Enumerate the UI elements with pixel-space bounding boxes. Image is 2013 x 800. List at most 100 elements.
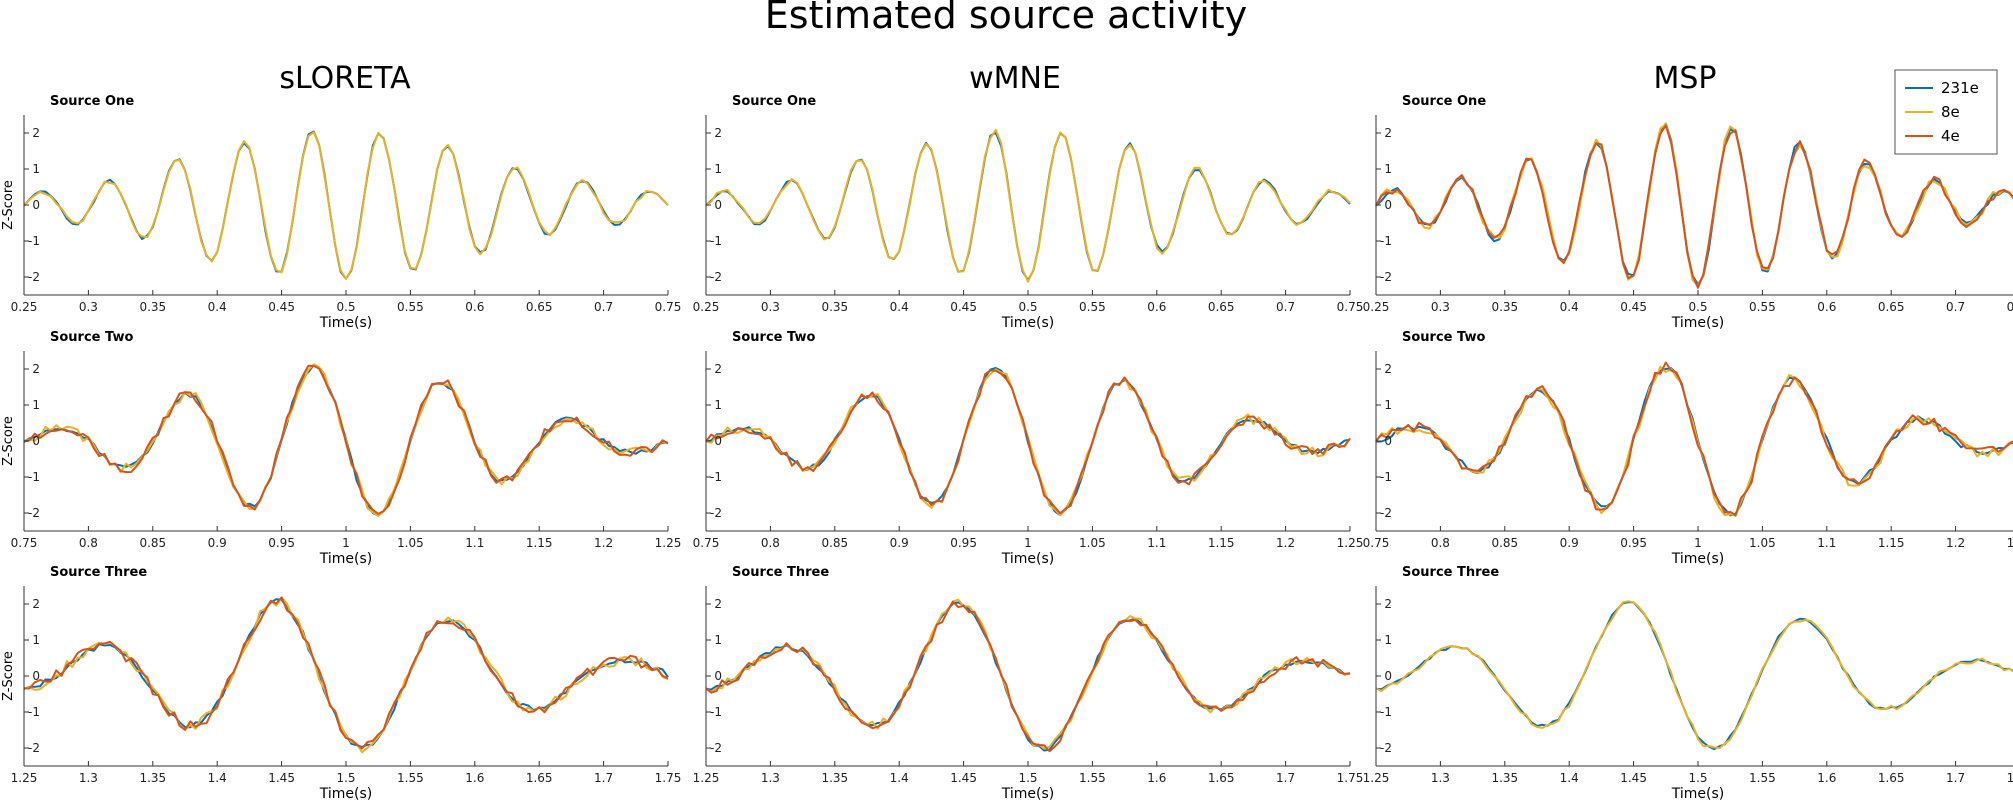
panel-title: Source Two [50, 330, 133, 345]
series-line-4e [1375, 361, 2013, 517]
x-tick-label: 1.25 [655, 536, 682, 550]
x-tick-label: 0.75 [11, 536, 38, 550]
x-tick-label: 1.35 [1491, 771, 1518, 785]
x-tick-label: 0.55 [1079, 300, 1106, 314]
x-tick-label: 1.65 [1878, 771, 1905, 785]
series-line-8e [705, 598, 1351, 750]
panel-sloreta-source-three: Source Three 1.25 1.3 1.35 1.4 1.45 1.5 1.55 1.6… [1, 565, 681, 800]
x-axis-label: Time(s) [1671, 786, 1724, 800]
x-tick-label: 1 [342, 536, 350, 550]
x-tick-label: 1 [1694, 536, 1702, 550]
x-tick-label: 1.4 [890, 771, 909, 785]
x-tick-label: 0.9 [1560, 536, 1579, 550]
y-tick-label: -2 [28, 506, 40, 520]
x-tick-label: 1.05 [1079, 536, 1106, 550]
series-line-4e [23, 596, 669, 750]
x-tick-label: 1.5 [336, 771, 355, 785]
x-tick-label: 1.6 [1817, 771, 1836, 785]
x-tick-label: 1.1 [1817, 536, 1836, 550]
y-tick-label: -2 [1380, 741, 1392, 755]
x-tick-label: 0.7 [1946, 300, 1965, 314]
x-tick-label: 0.85 [821, 536, 848, 550]
x-axis-label: Time(s) [319, 551, 372, 567]
x-tick-label: 0.3 [79, 300, 98, 314]
x-tick-label: 1.6 [1147, 771, 1166, 785]
y-tick-label: 1 [1384, 162, 1392, 176]
y-tick-label: 0 [1384, 669, 1392, 683]
y-tick-label: 2 [32, 362, 40, 376]
x-tick-label: 0.9 [208, 536, 227, 550]
panel-title: Source Two [732, 330, 815, 345]
x-tick-label: 0.45 [1620, 300, 1647, 314]
y-tick-label: 0 [32, 198, 40, 212]
panel-sloreta-source-two: Source Two 0.75 0.8 0.85 0.9 0.95 1 1.05 1.1 1.15… [1, 330, 681, 567]
x-tick-label: 1.05 [397, 536, 424, 550]
y-tick-label: -1 [1380, 234, 1392, 248]
y-tick-label: 1 [714, 162, 722, 176]
x-tick-label: 1.15 [1878, 536, 1905, 550]
x-tick-label: 1.4 [1560, 771, 1579, 785]
x-tick-label: 1.65 [526, 771, 553, 785]
x-tick-label: 0.6 [1147, 300, 1166, 314]
y-tick-label: 2 [32, 126, 40, 140]
x-tick-label: 1.4 [208, 771, 227, 785]
panel-title: Source Three [1402, 565, 1499, 580]
x-tick-label: 0.25 [693, 300, 720, 314]
x-tick-label: 1.25 [693, 771, 720, 785]
y-tick-label: 2 [714, 597, 722, 611]
x-tick-label: 1.7 [594, 771, 613, 785]
x-tick-label: 1.25 [11, 771, 38, 785]
series-line-4e [23, 364, 669, 515]
x-tick-label: 0.7 [594, 300, 613, 314]
panel-wmne-source-two: Source Two 0.75 0.8 0.85 0.9 0.95 1 1.05 1.1 1.15… [693, 330, 1364, 567]
panel-title: Source Three [732, 565, 829, 580]
y-tick-label: -1 [28, 705, 40, 719]
series-line-4e [705, 369, 1351, 515]
x-tick-label: 1.45 [950, 771, 977, 785]
y-tick-label: 2 [1384, 126, 1392, 140]
x-tick-label: 0.7 [1276, 300, 1295, 314]
x-tick-label: 0.95 [1620, 536, 1647, 550]
y-tick-label: -1 [1380, 705, 1392, 719]
x-tick-label: 0.8 [1431, 536, 1450, 550]
x-tick-label: 0.75 [655, 300, 682, 314]
x-tick-label: 0.55 [397, 300, 424, 314]
legend: 231e 8e 4e [1894, 69, 1998, 155]
series-line-4e [1375, 124, 2013, 289]
y-tick-label: 2 [32, 597, 40, 611]
y-tick-label: 0 [32, 669, 40, 683]
series-line-231e [23, 598, 669, 748]
x-tick-label: 0.65 [526, 300, 553, 314]
x-tick-label: 1.55 [1749, 771, 1776, 785]
x-tick-label: 1.15 [1208, 536, 1235, 550]
x-tick-label: 0.8 [761, 536, 780, 550]
x-tick-label: 1.7 [1946, 771, 1965, 785]
legend-label-4e: 4e [1941, 127, 1960, 145]
x-tick-label: 1.2 [594, 536, 613, 550]
x-tick-label: 0.35 [821, 300, 848, 314]
x-tick-label: 0.4 [1560, 300, 1579, 314]
x-tick-label: 1.65 [1208, 771, 1235, 785]
x-tick-label: 0.5 [1018, 300, 1037, 314]
x-tick-label: 1.05 [1749, 536, 1776, 550]
panel-sloreta-source-one: Source One 0.25 0.3 0.35 0.4 0.45 0.5 0.55 0.6 0.… [1, 94, 681, 331]
x-tick-label: 0.5 [1688, 300, 1707, 314]
x-tick-label: 0.75 [2007, 300, 2013, 314]
x-tick-label: 0.95 [268, 536, 295, 550]
y-tick-label: -2 [28, 741, 40, 755]
x-tick-label: 0.25 [1363, 300, 1390, 314]
y-tick-label: 1 [32, 633, 40, 647]
panel-wmne-source-three: Source Three 1.25 1.3 1.35 1.4 1.45 1.5 1.55 1.6… [693, 565, 1364, 800]
series-line-8e [1375, 600, 2013, 750]
x-tick-label: 0.75 [1337, 300, 1364, 314]
y-tick-label: 0 [32, 434, 40, 448]
y-tick-label: 0 [714, 198, 722, 212]
x-tick-label: 0.25 [11, 300, 38, 314]
x-tick-label: 1.25 [1337, 536, 1364, 550]
x-tick-label: 0.6 [465, 300, 484, 314]
x-tick-label: 1.7 [1276, 771, 1295, 785]
x-tick-label: 0.3 [761, 300, 780, 314]
series-line-8e [23, 596, 669, 754]
method-title-wmne: wMNE [969, 61, 1061, 96]
